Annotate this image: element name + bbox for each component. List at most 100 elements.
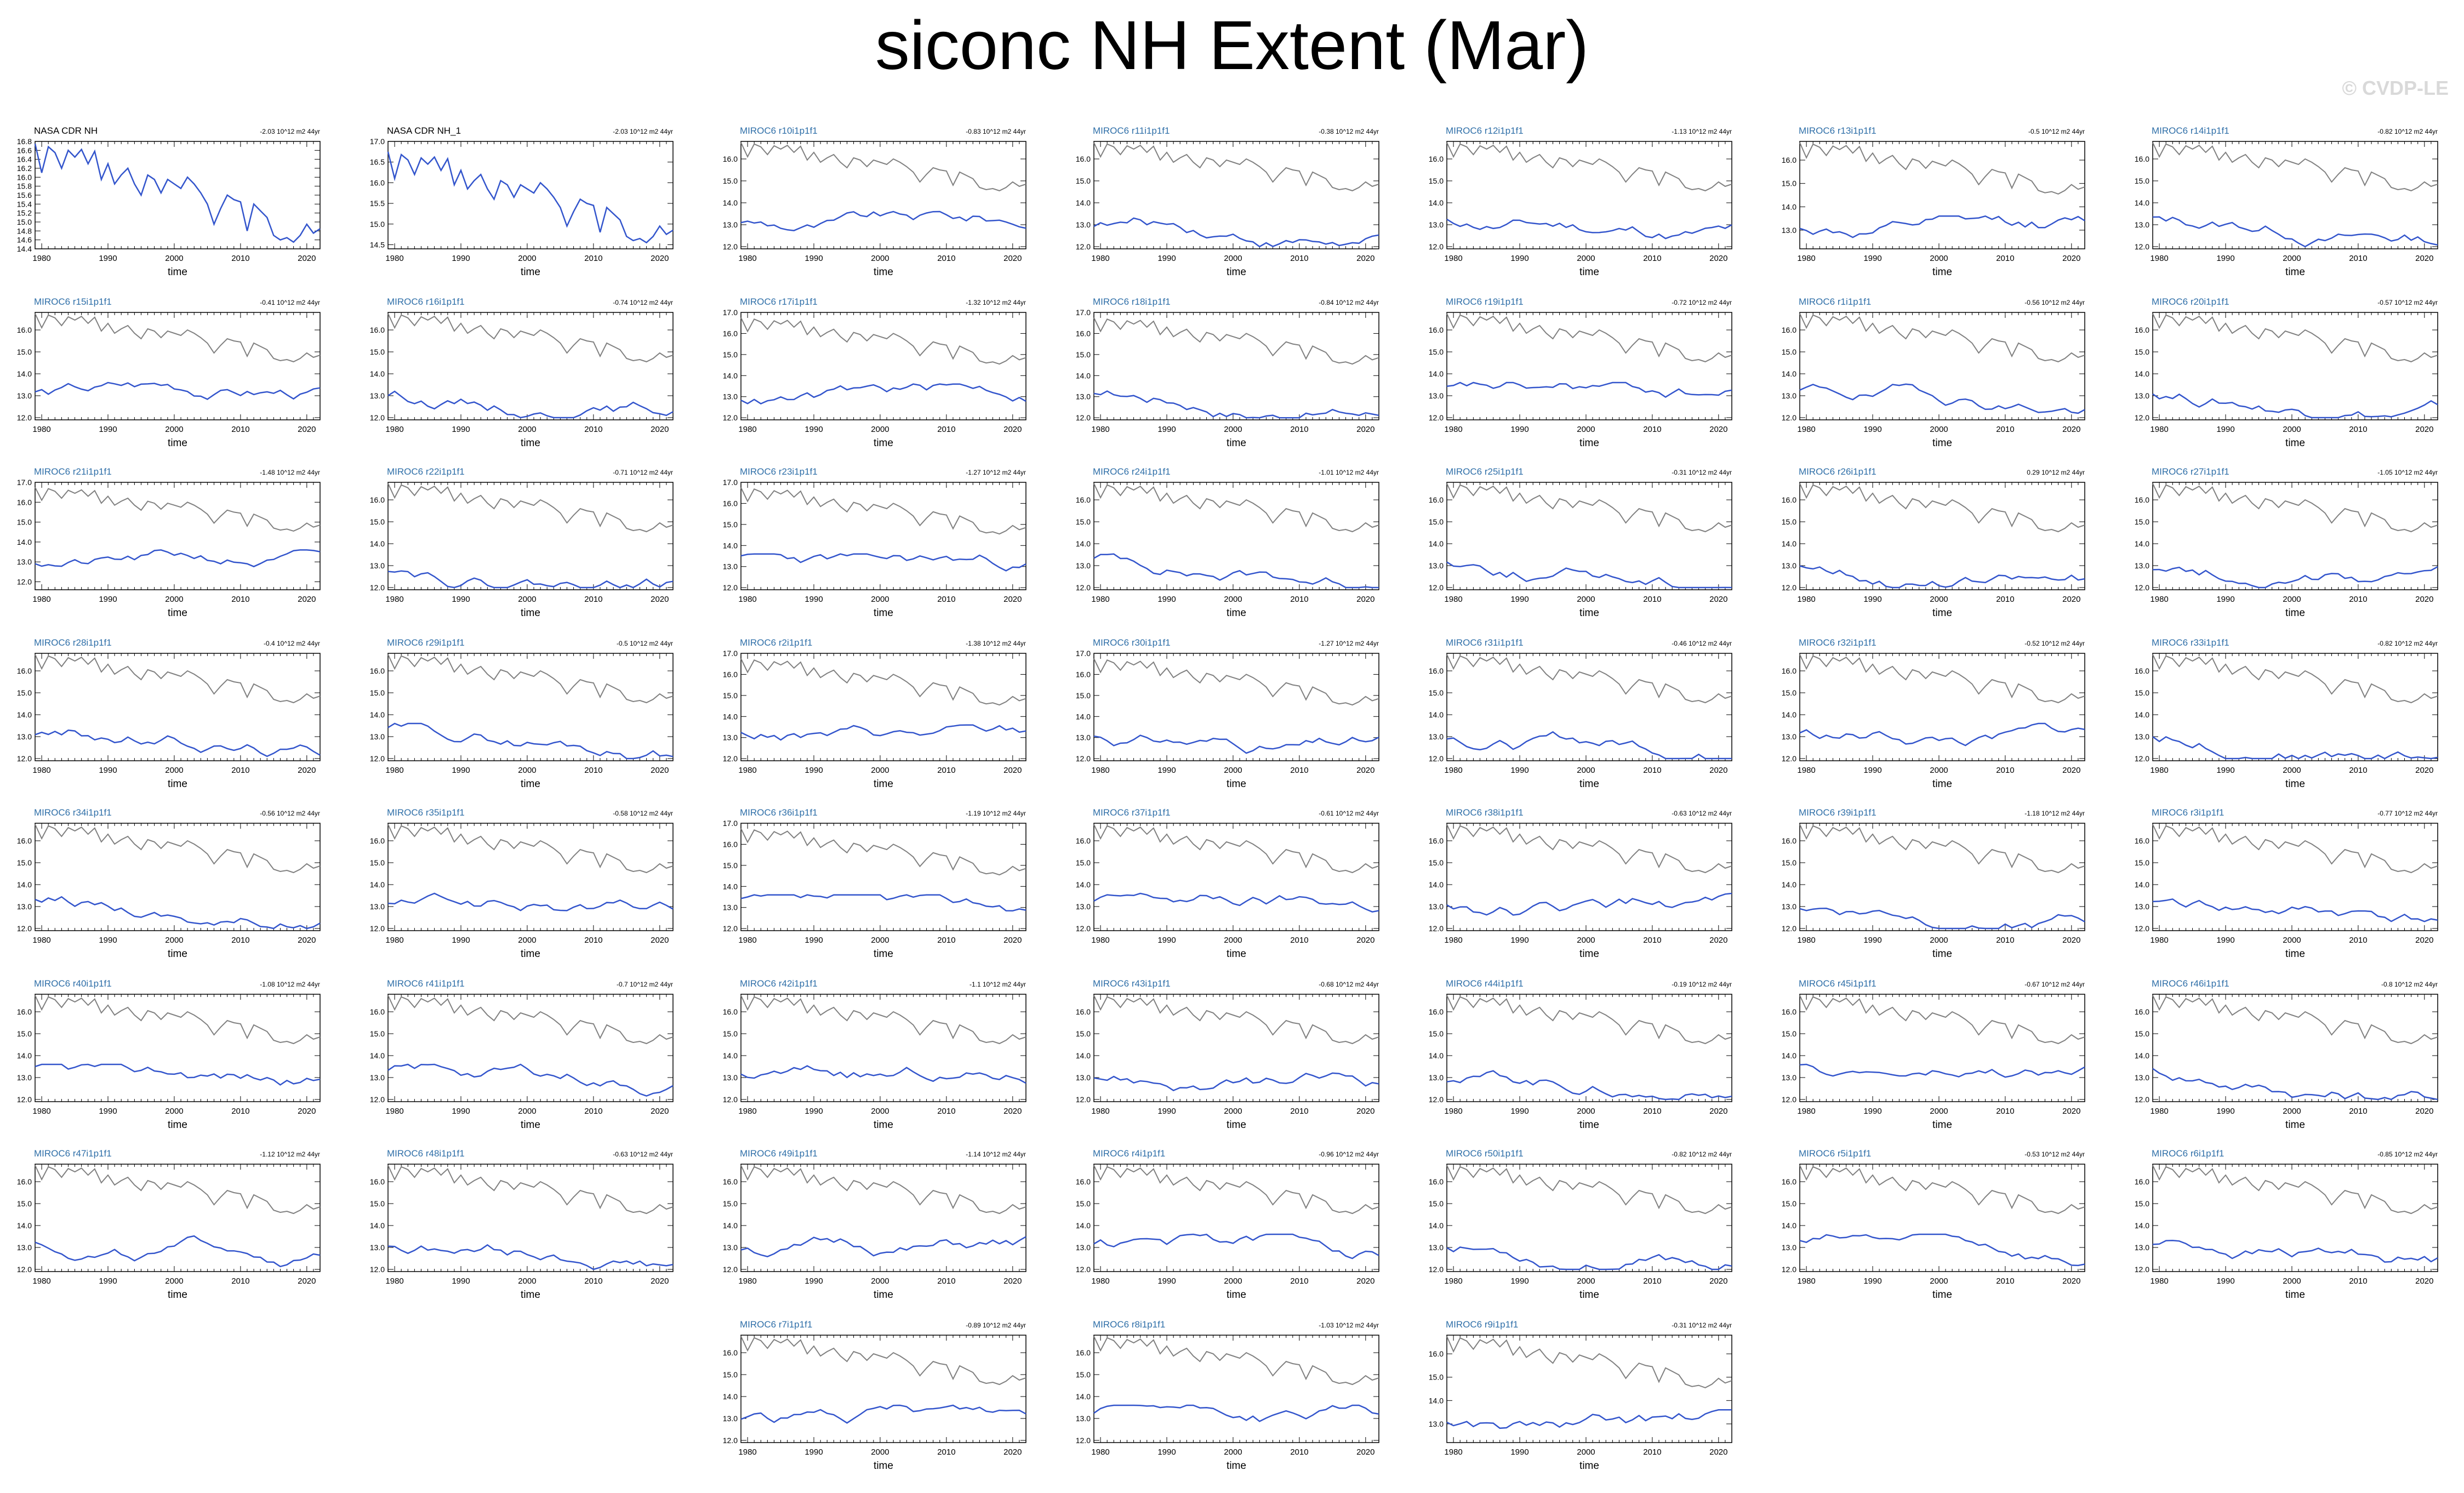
x-tick-label: 1990 [1510,595,1528,604]
y-tick-label: 16.0 [370,495,385,504]
x-tick-label: 1980 [1091,595,1109,604]
plot-frame [35,1164,321,1272]
x-axis-label: time [168,437,187,449]
x-axis-label: time [521,778,540,790]
x-tick-label: 1980 [1444,936,1462,945]
panel-trend: -1.19 10^12 m2 44yr [966,810,1026,817]
plot-frame [1799,141,2085,249]
y-tick-label: 13.0 [1782,732,1796,741]
x-tick-label: 1980 [32,425,50,434]
x-tick-label: 2010 [937,1107,955,1116]
y-tick-label: 13.0 [723,733,738,742]
y-tick-label: 13.0 [370,732,385,741]
x-tick-label: 2020 [651,595,669,604]
x-tick-label: 2010 [1996,1107,2014,1116]
x-tick-label: 2020 [1356,425,1374,434]
y-tick-label: 12.0 [17,754,32,763]
model-series-line [1799,908,2085,930]
copyright-watermark: © CVDP-LE [2342,77,2449,99]
plot-frame [387,312,674,420]
model-series-line [387,1063,674,1097]
panel-trend: 0.29 10^12 m2 44yr [2027,469,2085,476]
obs-reference-line [2152,313,2438,363]
y-tick-label: 12.0 [723,242,738,251]
x-tick-label: 1990 [1863,1107,1881,1116]
x-tick-label: 2000 [2283,936,2301,945]
plot-frame [1093,823,1379,931]
x-tick-label: 1980 [1444,595,1462,604]
y-tick-label: 15.0 [1429,688,1444,697]
x-tick-label: 2000 [165,254,183,263]
x-tick-label: 1990 [452,936,470,945]
y-tick-label: 12.0 [1429,924,1444,933]
obs-reference-line [1799,824,2085,874]
y-tick-label: 16.0 [1076,155,1091,163]
y-tick-label: 12.0 [17,413,32,422]
x-tick-label: 2000 [1577,425,1595,434]
x-axis-label: time [168,948,187,960]
y-tick-label: 13.0 [723,562,738,571]
x-axis-label: time [1932,948,1952,960]
panel-title: MIROC6 r27i1p1f1 [2152,466,2229,477]
y-tick-label: 16.2 [17,164,32,173]
x-tick-label: 1980 [738,254,756,263]
x-tick-label: 2010 [2349,595,2367,604]
y-tick-label: 16.0 [17,666,32,675]
obs-reference-line [1799,654,2085,704]
y-tick-label: 15.0 [1782,688,1796,697]
y-tick-label: 17.0 [1076,308,1091,317]
y-tick-label: 14.0 [370,880,385,889]
y-tick-label: 15.0 [1076,858,1091,867]
panel-trend: -0.77 10^12 m2 44yr [2377,810,2438,817]
panel-title: MIROC6 r45i1p1f1 [1799,978,1876,989]
x-tick-label: 1980 [32,254,50,263]
y-tick-label: 12.0 [17,924,32,933]
panel-title: MIROC6 r29i1p1f1 [387,637,465,648]
y-tick-label: 14.0 [370,1051,385,1060]
obs-reference-line [2152,142,2438,192]
model-series-line [35,896,321,930]
model-series-line [1799,1063,2085,1078]
plot-frame [2152,994,2438,1102]
panel-title: MIROC6 r23i1p1f1 [740,466,818,477]
panel-trend: -1.01 10^12 m2 44yr [1319,469,1379,476]
x-tick-label: 1990 [1510,1107,1528,1116]
x-tick-label: 2010 [2349,936,2367,945]
y-tick-label: 13.0 [1782,902,1796,911]
x-tick-label: 2000 [518,595,536,604]
obs-reference-line [740,658,1026,706]
x-axis-label: time [521,266,540,278]
panel-trend: -1.12 10^12 m2 44yr [260,1150,320,1158]
y-tick-label: 15.8 [17,182,32,191]
x-axis-label: time [874,1119,893,1131]
chart-panel-12: MIROC6 r1i1p1f1 -0.56 10^12 m2 44yr 1980 19… [1782,297,2085,449]
y-tick-label: 13.0 [1429,902,1444,911]
y-tick-label: 14.0 [723,882,738,891]
panel-trend: -1.05 10^12 m2 44yr [2377,469,2438,476]
panel-trend: -1.32 10^12 m2 44yr [966,299,1026,306]
x-axis-label: time [874,266,893,278]
y-tick-label: 14.0 [2135,710,2149,719]
x-tick-label: 1980 [1091,425,1109,434]
model-series-line [1446,892,1732,916]
x-tick-label: 2010 [584,766,602,775]
x-tick-label: 2000 [518,1107,536,1116]
y-tick-label: 16.0 [17,1177,32,1186]
x-tick-label: 2010 [1996,254,2014,263]
panel-trend: -1.18 10^12 m2 44yr [2024,810,2085,817]
x-axis-label: time [168,266,187,278]
y-tick-label: 16.0 [2135,1007,2149,1016]
y-tick-label: 14.0 [17,1221,32,1230]
model-series-line [35,549,321,568]
panel-title: MIROC6 r20i1p1f1 [2152,297,2229,307]
chart-panel-37: MIROC6 r42i1p1f1 -1.1 10^12 m2 44yr 1980 19… [723,978,1026,1131]
y-tick-label: 16.0 [370,1007,385,1016]
panel-title: MIROC6 r41i1p1f1 [387,978,465,989]
y-tick-label: 16.0 [1429,836,1444,845]
y-tick-label: 12.0 [370,1095,385,1104]
